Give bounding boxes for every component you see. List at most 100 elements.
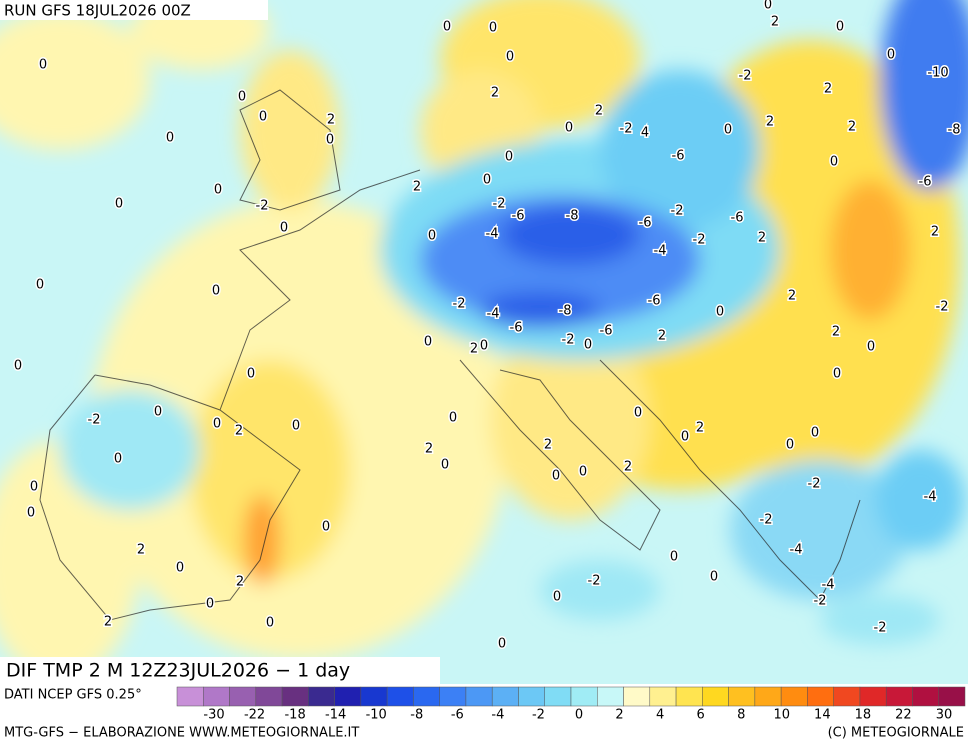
- legend-tick-label: 30: [936, 708, 953, 723]
- contour-label: -8: [559, 304, 572, 319]
- contour-label: 0: [579, 465, 587, 480]
- legend-tick-label: 8: [737, 708, 745, 723]
- contour-label: -2: [493, 197, 506, 212]
- contour-label: 0: [266, 616, 274, 631]
- contour-label: 4: [641, 126, 649, 141]
- contour-label: -2: [256, 199, 269, 214]
- contour-label: -2: [936, 300, 949, 315]
- contour-label: 2: [137, 543, 145, 558]
- legend-swatch: [833, 686, 861, 707]
- contour-label: 0: [292, 419, 300, 434]
- contour-label: 0: [39, 58, 47, 73]
- contour-label: 0: [247, 367, 255, 382]
- legend-tick-label: -8: [410, 708, 423, 723]
- contour-label: 2: [788, 289, 796, 304]
- contour-label: 0: [27, 506, 35, 521]
- contour-label: -6: [639, 216, 652, 231]
- contour-label: 0: [836, 20, 844, 35]
- contour-label: 0: [14, 359, 22, 374]
- contour-label: -4: [822, 578, 835, 593]
- contour-label: 0: [238, 90, 246, 105]
- legend-tick-label: -30: [203, 708, 224, 723]
- legend-tick-label: 22: [895, 708, 912, 723]
- legend-swatch: [491, 686, 519, 707]
- legend-tick-label: 6: [697, 708, 705, 723]
- contour-label: 2: [413, 180, 421, 195]
- legend-swatch: [649, 686, 677, 707]
- contour-label: 0: [830, 155, 838, 170]
- contour-label: 0: [326, 133, 334, 148]
- map-field: [0, 0, 968, 684]
- legend-swatch: [938, 686, 966, 707]
- contour-label: -2: [874, 621, 887, 636]
- legend-tick-label: -14: [325, 708, 346, 723]
- contour-label: 0: [280, 221, 288, 236]
- legend-swatch: [544, 686, 572, 707]
- legend-tick-label: 4: [656, 708, 664, 723]
- legend-tick-label: 10: [774, 708, 791, 723]
- contour-label: 0: [480, 339, 488, 354]
- contour-label: 0: [506, 50, 514, 65]
- legend-tick-label: -6: [451, 708, 464, 723]
- source-label: DATI NCEP GFS 0.25°: [4, 688, 142, 703]
- contour-label: 0: [30, 480, 38, 495]
- legend-swatch: [203, 686, 230, 707]
- header-box: [0, 0, 268, 20]
- contour-label: -8: [948, 123, 961, 138]
- contour-label: -2: [620, 122, 633, 137]
- contour-label: 2: [758, 231, 766, 246]
- legend-tick-label: 14: [814, 708, 831, 723]
- contour-label: 2: [470, 342, 478, 357]
- contour-label: 2: [771, 15, 779, 30]
- legend-swatch: [912, 686, 939, 707]
- contour-label: 2: [235, 424, 243, 439]
- contour-label: 2: [491, 86, 499, 101]
- contour-label: 0: [424, 335, 432, 350]
- contour-label: -6: [648, 294, 661, 309]
- contour-label: 0: [483, 173, 491, 188]
- contour-label: 0: [634, 406, 642, 421]
- contour-label: -4: [790, 543, 803, 558]
- contour-label: 2: [832, 325, 840, 340]
- legend-tick-label: -4: [491, 708, 504, 723]
- contour-label: -2: [88, 413, 101, 428]
- legend-tick-label: -22: [244, 708, 265, 723]
- contour-label: 2: [848, 120, 856, 135]
- legend-swatch: [702, 686, 729, 707]
- legend-swatch: [360, 686, 388, 707]
- legend-swatch: [255, 686, 283, 707]
- copyright-label: (C) METEOGIORNALE: [828, 726, 964, 741]
- legend-swatch: [334, 686, 362, 707]
- legend-tick-label: -18: [284, 708, 305, 723]
- legend-swatch: [518, 686, 545, 707]
- legend-swatch: [465, 686, 493, 707]
- legend-tick-label: 2: [615, 708, 623, 723]
- contour-label: 0: [441, 458, 449, 473]
- contour-label: -2: [671, 204, 684, 219]
- contour-label: -2: [453, 297, 466, 312]
- contour-label: -2: [693, 233, 706, 248]
- legend-swatch: [570, 686, 598, 707]
- contour-label: 0: [206, 597, 214, 612]
- contour-label: 0: [764, 0, 772, 13]
- legend-swatch: [176, 686, 204, 707]
- legend-swatch: [597, 686, 624, 707]
- contour-label: 0: [724, 123, 732, 138]
- legend-swatch: [439, 686, 467, 707]
- legend-swatch: [885, 686, 913, 707]
- contour-label: 0: [505, 150, 513, 165]
- legend-tick-label: 18: [855, 708, 872, 723]
- contour-label: 0: [176, 561, 184, 576]
- legend-swatch: [728, 686, 756, 707]
- contour-label: 0: [449, 411, 457, 426]
- run-label: RUN GFS 18JUL2026 00Z: [4, 2, 191, 20]
- credit-label: MTG-GFS − ELABORAZIONE WWW.METEOGIORNALE…: [4, 726, 359, 741]
- contour-label: -6: [600, 324, 613, 339]
- contour-label: -6: [672, 149, 685, 164]
- contour-label: -2: [562, 333, 575, 348]
- contour-label: -8: [566, 209, 579, 224]
- legend-swatch: [229, 686, 257, 707]
- contour-label: 0: [716, 305, 724, 320]
- legend-swatch: [675, 686, 703, 707]
